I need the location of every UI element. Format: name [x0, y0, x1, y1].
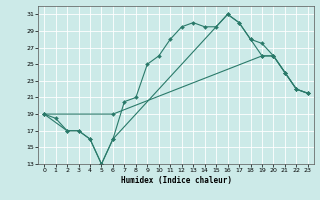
- X-axis label: Humidex (Indice chaleur): Humidex (Indice chaleur): [121, 176, 231, 185]
